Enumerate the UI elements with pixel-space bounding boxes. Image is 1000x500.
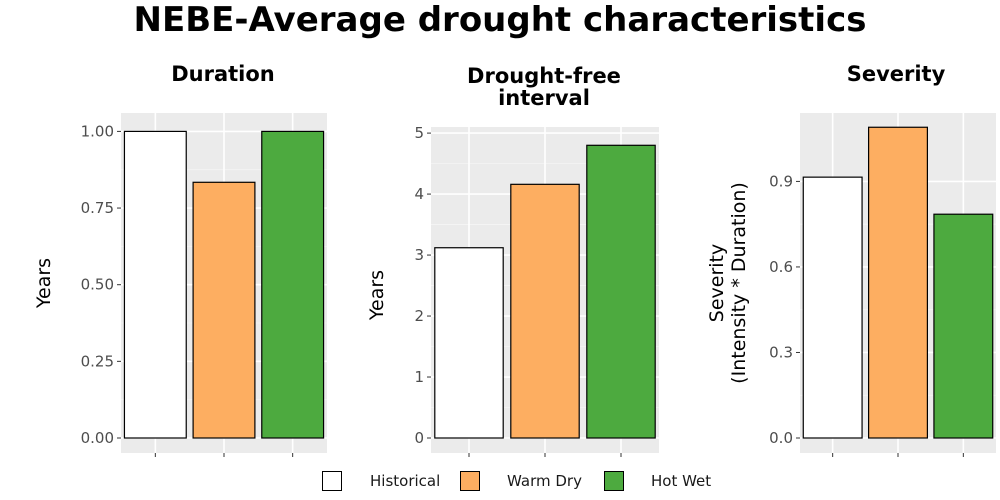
bar-hot-wet <box>261 130 325 439</box>
y-tick-label: 0.9 <box>769 172 793 190</box>
y-tick-label: 2 <box>414 307 424 325</box>
bar-historical <box>802 176 863 439</box>
legend-key-hot-wet <box>604 471 624 491</box>
y-axis-label: Severity <box>706 244 728 322</box>
y-axis-label: Years <box>366 270 388 321</box>
legend-label-warm-dry: Warm Dry <box>507 472 582 490</box>
main-title: NEBE-Average drought characteristics <box>133 0 867 40</box>
legend-key-historical <box>322 471 342 491</box>
legend-label-historical: Historical <box>370 472 441 490</box>
y-tick-label: 3 <box>414 246 424 264</box>
y-tick-label: 0.25 <box>81 352 114 370</box>
panel-title-line-2: interval <box>498 86 590 110</box>
y-axis-label: (Intensity * Duration) <box>728 182 750 384</box>
bar-hot-wet <box>586 144 656 439</box>
legend-label-hot-wet: Hot Wet <box>651 472 712 490</box>
panel-title-drought-free-interval: Drought-free interval <box>430 65 658 109</box>
legend-key-warm-dry <box>460 471 480 491</box>
panel-title-severity-text: Severity <box>846 62 946 86</box>
y-tick-label: 0.00 <box>81 429 114 447</box>
y-tick-label: 0.75 <box>81 199 114 217</box>
bar-hot-wet <box>933 213 994 439</box>
y-tick-label: 5 <box>414 124 424 142</box>
bar-historical <box>123 130 187 439</box>
y-tick-label: 0.0 <box>769 429 793 447</box>
bar-warm-dry <box>510 183 580 439</box>
bar-warm-dry <box>867 126 928 439</box>
y-tick-label: 1.00 <box>81 122 114 140</box>
y-tick-label: 0 <box>414 429 424 447</box>
y-tick-label: 4 <box>414 185 424 203</box>
panel-title-severity: Severity <box>796 63 996 85</box>
legend: Historical Warm Dry Hot Wet <box>0 466 1000 500</box>
y-tick-label: 0.50 <box>81 276 114 294</box>
y-tick-label: 1 <box>414 368 424 386</box>
bar-historical <box>434 247 504 439</box>
panel-title-duration-text: Duration <box>171 62 275 86</box>
panel-title-line-1: Drought-free <box>467 64 621 88</box>
y-tick-label: 0.6 <box>769 258 793 276</box>
y-axis-label: Years <box>33 258 55 309</box>
y-tick-label: 0.3 <box>769 343 793 361</box>
bar-warm-dry <box>192 181 256 439</box>
panel-title-duration: Duration <box>123 63 323 85</box>
